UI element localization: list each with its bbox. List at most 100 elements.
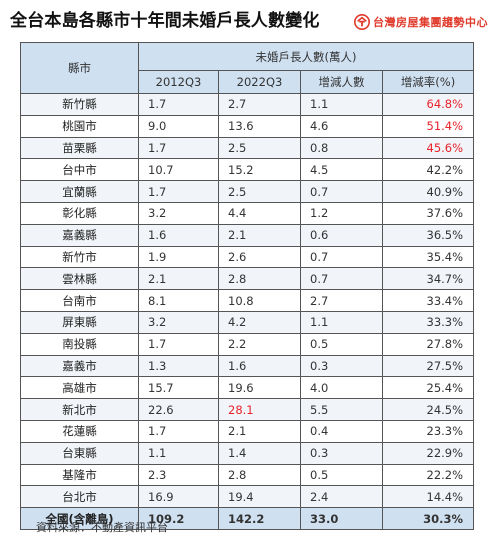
value-2022q3-cell: 10.8 <box>218 289 301 312</box>
city-cell: 桃園市 <box>20 114 139 138</box>
table-row: 台南市 8.1 10.8 2.7 33.4% <box>20 289 475 312</box>
value-2012q3-cell: 3.2 <box>138 310 219 334</box>
city-cell: 台南市 <box>20 289 139 312</box>
rate-cell: 36.5% <box>381 223 475 247</box>
value-2012q3-cell: 10.7 <box>138 158 219 182</box>
table-row: 嘉義縣 1.6 2.1 0.6 36.5% <box>20 223 475 247</box>
total-city: 全國(含離島) <box>20 507 139 531</box>
rate-cell: 24.5% <box>381 398 475 421</box>
change-cell: 2.7 <box>300 289 383 312</box>
value-2022q3-cell: 28.1 <box>218 398 301 421</box>
table-row: 彰化縣 3.2 4.4 1.2 37.6% <box>20 201 475 225</box>
value-2022q3-cell: 2.8 <box>218 463 301 487</box>
change-cell: 0.7 <box>300 267 383 291</box>
change-cell: 2.4 <box>300 485 383 509</box>
source-note: 資料來源：不動產資訊平台 <box>36 521 168 534</box>
table-row: 南投縣 1.7 2.2 0.5 27.8% <box>20 332 475 356</box>
change-cell: 0.5 <box>300 463 383 487</box>
value-2022q3-cell: 2.6 <box>218 245 301 269</box>
total-2022q3: 142.2 <box>218 507 301 531</box>
rate-cell: 42.2% <box>381 158 475 182</box>
value-2022q3-cell: 15.2 <box>218 158 301 182</box>
table-row: 台中市 10.7 15.2 4.5 42.2% <box>20 158 475 182</box>
value-2022q3-cell: 19.4 <box>218 485 301 509</box>
table-row: 台東縣 1.1 1.4 0.3 22.9% <box>20 441 475 465</box>
brand-name: 台灣房屋集團趨勢中心 <box>373 16 488 29</box>
rate-cell: 33.4% <box>381 289 475 312</box>
data-table: 縣市 未婚戶長人數(萬人) 2012Q3 2022Q3 增減人數 增減率(%) … <box>20 42 475 531</box>
city-cell: 彰化縣 <box>20 201 139 225</box>
value-2022q3-cell: 2.1 <box>218 223 301 247</box>
rate-cell: 27.8% <box>381 332 475 356</box>
value-2012q3-cell: 1.7 <box>138 136 219 160</box>
city-cell: 新竹縣 <box>20 93 139 116</box>
rate-cell: 25.4% <box>381 376 475 400</box>
rate-cell: 34.7% <box>381 267 475 291</box>
value-2022q3-cell: 2.5 <box>218 180 301 203</box>
rate-cell: 14.4% <box>381 485 475 509</box>
value-2012q3-cell: 1.7 <box>138 93 219 116</box>
table-row: 宜蘭縣 1.7 2.5 0.7 40.9% <box>20 180 475 203</box>
rate-cell: 37.6% <box>381 201 475 225</box>
col-header-change: 增減人數 <box>300 70 383 94</box>
table-row: 新竹市 1.9 2.6 0.7 35.4% <box>20 245 475 269</box>
page-title: 全台本島各縣市十年間未婚戶長人數變化 <box>10 11 320 31</box>
table-row: 新竹縣 1.7 2.7 1.1 64.8% <box>20 93 475 116</box>
value-2012q3-cell: 1.7 <box>138 419 219 443</box>
rate-cell: 22.9% <box>381 441 475 465</box>
city-cell: 南投縣 <box>20 332 139 356</box>
city-cell: 新竹市 <box>20 245 139 269</box>
city-cell: 台中市 <box>20 158 139 182</box>
total-change: 33.0 <box>300 507 383 531</box>
change-cell: 0.3 <box>300 441 383 465</box>
change-cell: 4.0 <box>300 376 383 400</box>
city-cell: 嘉義市 <box>20 354 139 378</box>
rate-cell: 23.3% <box>381 419 475 443</box>
change-cell: 0.6 <box>300 223 383 247</box>
rate-cell: 40.9% <box>381 180 475 203</box>
value-2012q3-cell: 2.1 <box>138 267 219 291</box>
city-cell: 台北市 <box>20 485 139 509</box>
col-header-rate: 增減率(%) <box>381 70 475 94</box>
table-row: 基隆市 2.3 2.8 0.5 22.2% <box>20 463 475 487</box>
table-row: 新北市 22.6 28.1 5.5 24.5% <box>20 398 475 421</box>
table-row: 花蓮縣 1.7 2.1 0.4 23.3% <box>20 419 475 443</box>
change-cell: 4.5 <box>300 158 383 182</box>
rate-cell: 64.8% <box>381 93 475 116</box>
header: 全台本島各縣市十年間未婚戶長人數變化 台灣房屋集團趨勢中心 <box>10 9 488 37</box>
change-cell: 1.1 <box>300 93 383 116</box>
brand: 台灣房屋集團趨勢中心 <box>354 13 488 31</box>
table-row: 台北市 16.9 19.4 2.4 14.4% <box>20 485 475 509</box>
city-cell: 新北市 <box>20 398 139 421</box>
value-2012q3-cell: 8.1 <box>138 289 219 312</box>
change-cell: 1.2 <box>300 201 383 225</box>
house-t-logo-icon <box>354 14 370 30</box>
change-cell: 0.3 <box>300 354 383 378</box>
city-cell: 宜蘭縣 <box>20 180 139 203</box>
city-cell: 嘉義縣 <box>20 223 139 247</box>
change-cell: 0.4 <box>300 419 383 443</box>
change-cell: 5.5 <box>300 398 383 421</box>
table-row: 嘉義市 1.3 1.6 0.3 27.5% <box>20 354 475 378</box>
value-2022q3-cell: 2.2 <box>218 332 301 356</box>
rate-cell: 27.5% <box>381 354 475 378</box>
table-row: 高雄市 15.7 19.6 4.0 25.4% <box>20 376 475 400</box>
value-2022q3-cell: 2.7 <box>218 93 301 116</box>
city-cell: 苗栗縣 <box>20 136 139 160</box>
value-2012q3-cell: 2.3 <box>138 463 219 487</box>
value-2022q3-cell: 1.6 <box>218 354 301 378</box>
city-cell: 雲林縣 <box>20 267 139 291</box>
change-cell: 4.6 <box>300 114 383 138</box>
city-cell: 花蓮縣 <box>20 419 139 443</box>
change-cell: 0.8 <box>300 136 383 160</box>
rate-cell: 33.3% <box>381 310 475 334</box>
value-2022q3-cell: 4.2 <box>218 310 301 334</box>
table-row: 苗栗縣 1.7 2.5 0.8 45.6% <box>20 136 475 160</box>
city-cell: 高雄市 <box>20 376 139 400</box>
value-2012q3-cell: 1.6 <box>138 223 219 247</box>
table-row: 屏東縣 3.2 4.2 1.1 33.3% <box>20 310 475 334</box>
value-2022q3-cell: 13.6 <box>218 114 301 138</box>
value-2012q3-cell: 16.9 <box>138 485 219 509</box>
value-2012q3-cell: 1.1 <box>138 441 219 465</box>
change-cell: 0.7 <box>300 245 383 269</box>
